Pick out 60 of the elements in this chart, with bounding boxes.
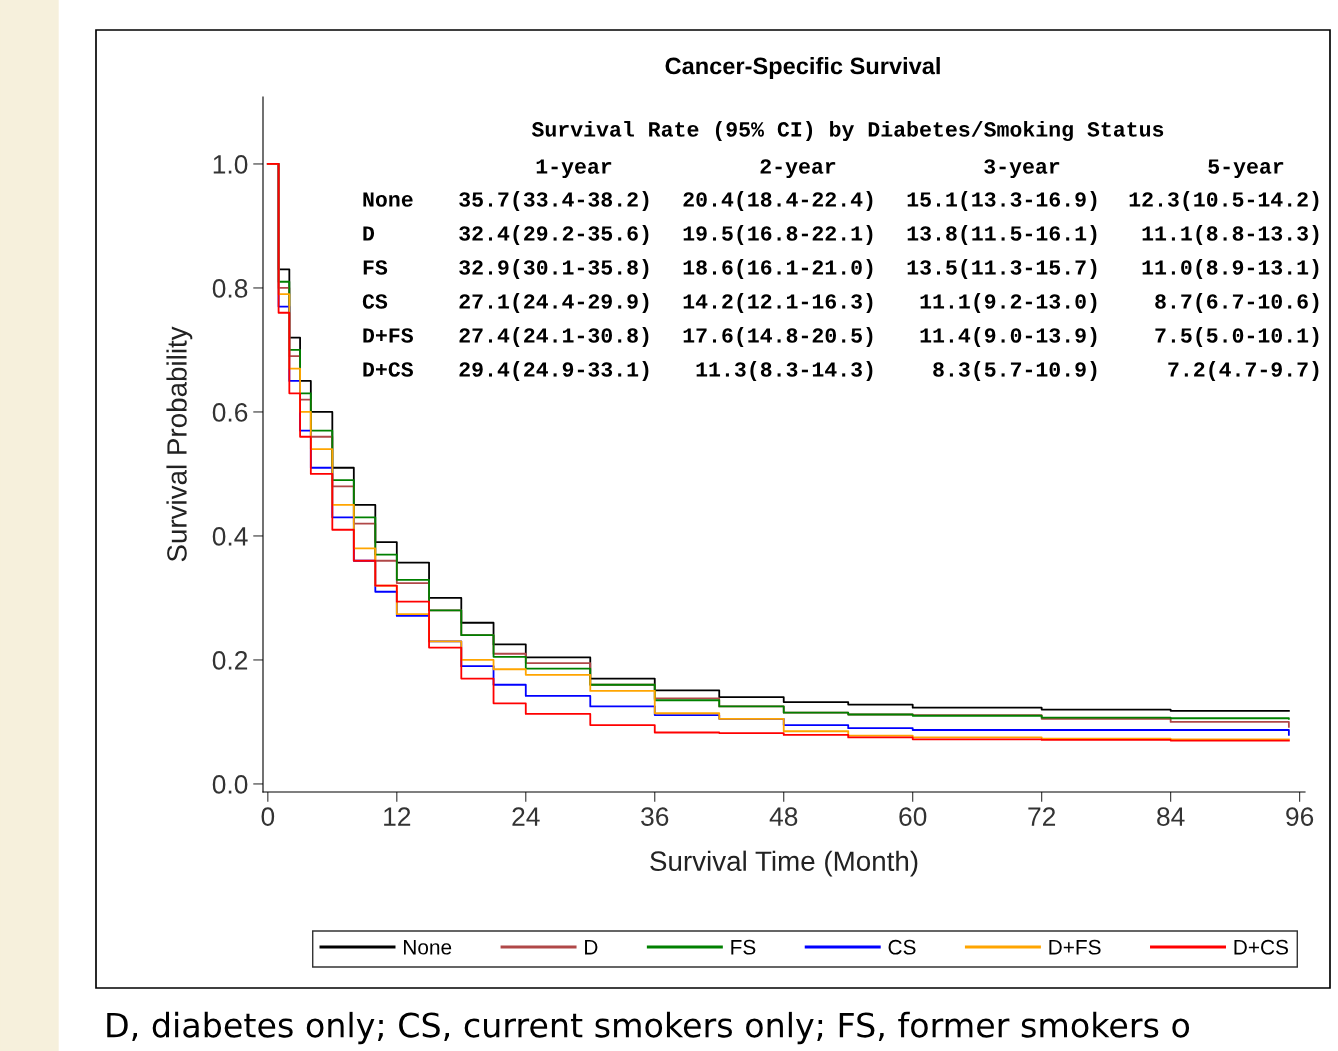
x-tick-label: 24 (512, 807, 540, 826)
annotation: 13.8(11.5-16.1) (907, 224, 1097, 246)
annotation: 29.4(24.9-33.1) (459, 360, 649, 382)
annotation: 2-year (760, 159, 836, 179)
x-tick-label: 72 (1028, 807, 1056, 826)
y-tick-label: 0.0 (212, 775, 248, 794)
legend-label: CS (888, 939, 916, 955)
annotation: 18.6(16.1-21.0) (683, 258, 873, 280)
legend-label: D+FS (1049, 939, 1101, 955)
legend-label: D (585, 940, 598, 955)
annotation: 32.9(30.1-35.8) (459, 258, 649, 280)
annotation: 12.3(10.5-14.2) (1129, 190, 1319, 212)
x-tick-label: 96 (1286, 807, 1314, 826)
annotation: 15.1(13.3-16.9) (907, 190, 1097, 212)
annotation: 5-year (1208, 159, 1284, 179)
annotation: 32.4(29.2-35.6) (459, 224, 649, 246)
y-axis-title: Survival Probability (166, 326, 193, 562)
annotation: 27.4(24.1-30.8) (459, 326, 649, 348)
annotation: None (363, 192, 413, 207)
annotation: 17.6(14.8-20.5) (683, 326, 873, 348)
annotation: 13.5(11.3-15.7) (907, 258, 1097, 280)
x-axis-title: Survival Time (Month) (650, 850, 918, 877)
annotation: 11.0(8.9-13.1) (1142, 258, 1319, 280)
chart-title: Cancer-Specific Survival (665, 57, 940, 80)
annotation: 11.1(9.2-13.0) (920, 292, 1097, 314)
annotation: 35.7(33.4-38.2) (459, 190, 649, 212)
annotation: 7.2(4.7-9.7) (1168, 360, 1319, 382)
y-tick-label: 0.4 (212, 527, 248, 546)
annotation: 20.4(18.4-22.4) (683, 190, 873, 212)
text: D, diabetes only; CS, current smokers only; FS, former smokers o (107, 1011, 1190, 1045)
x-tick-label: 36 (641, 807, 669, 826)
annotation: D (363, 226, 375, 241)
y-tick-label: 0.6 (212, 403, 248, 422)
y-tick-label: 1.0 (213, 155, 248, 174)
annotation: Survival Rate (95% CI) by Diabetes/Smoking Status (531, 120, 1164, 142)
x-tick-label: 60 (899, 807, 927, 826)
annotation: 8.7(6.7-10.6) (1155, 292, 1319, 314)
x-tick-label: 48 (769, 807, 798, 826)
annotation: 3-year (984, 159, 1060, 179)
annotation: FS (363, 260, 388, 275)
annotation: 14.2(12.1-16.3) (683, 292, 873, 314)
legend-label: D+CS (1234, 939, 1288, 955)
x-tick-label: 84 (1157, 807, 1185, 826)
annotation: D+FS (363, 328, 413, 343)
y-tick-label: 0.8 (212, 279, 248, 298)
x-tick-label: 12 (384, 807, 411, 826)
y-tick-label: 0.2 (212, 651, 248, 670)
annotation: 27.1(24.4-29.9) (459, 292, 649, 314)
annotation: CS (362, 294, 388, 309)
annotation: 8.3(5.7-10.9) (933, 360, 1097, 382)
annotation: 11.4(9.0-13.9) (920, 326, 1097, 348)
annotation: 1-year (536, 159, 612, 179)
annotation: 7.5(5.0-10.1) (1155, 326, 1319, 348)
x-tick-label: 0 (261, 807, 275, 826)
annotation: 11.1(8.8-13.3) (1142, 224, 1319, 246)
annotation: 11.3(8.3-14.3) (696, 360, 873, 382)
annotation: D+CS (363, 362, 413, 377)
annotation: 19.5(16.8-22.1) (683, 224, 873, 246)
legend-label: None (404, 940, 452, 955)
legend-label: FS (731, 939, 756, 955)
